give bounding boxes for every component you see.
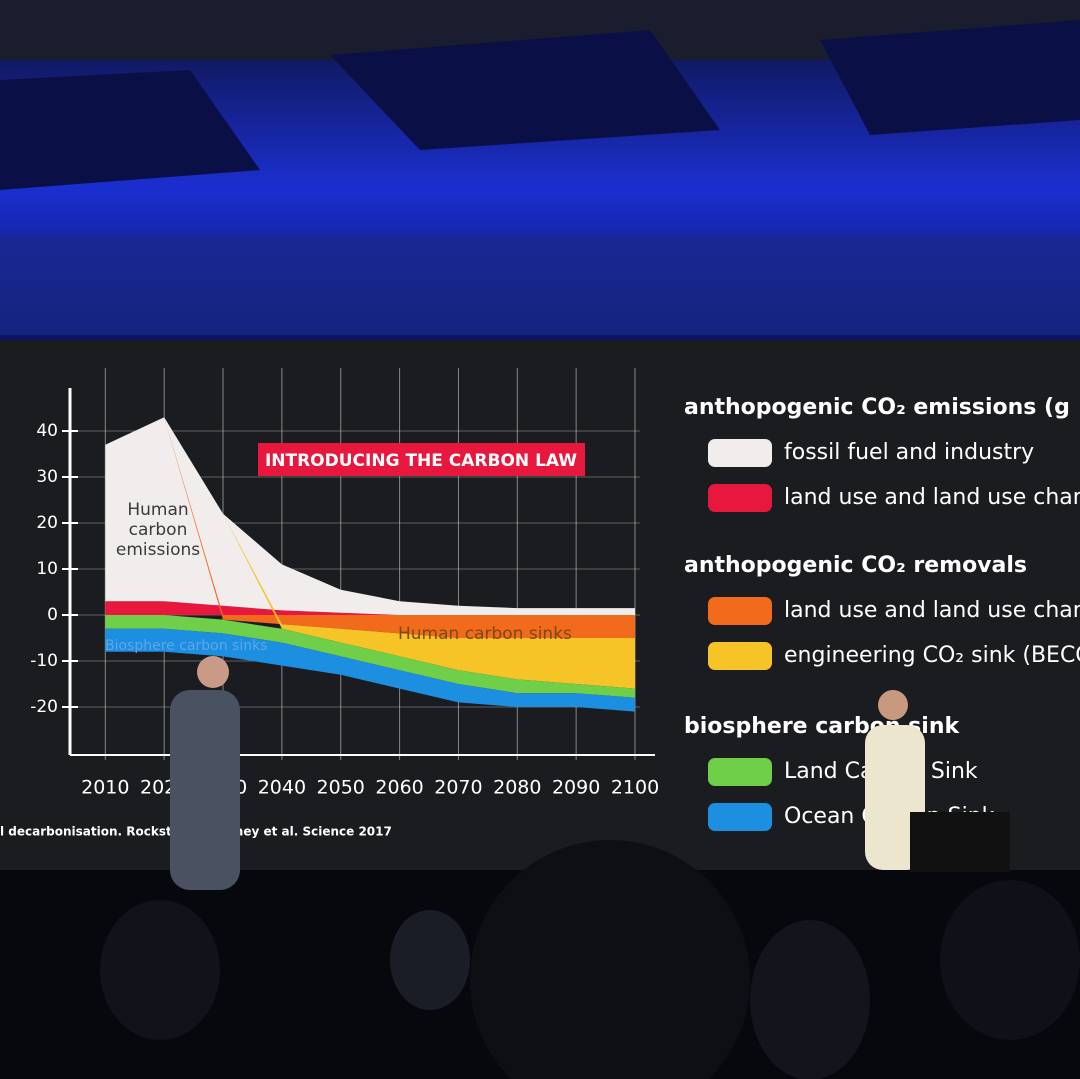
x-tick-label: 2050: [317, 777, 365, 799]
area: [105, 628, 635, 712]
legend-swatch: [708, 439, 772, 467]
area: [105, 417, 635, 638]
x-tick-label: 2090: [552, 777, 600, 799]
audience-head: [390, 910, 470, 1010]
annotation: Human carbon emissions: [115, 500, 201, 560]
title-box: [258, 443, 585, 476]
x-tick-label: 2070: [434, 777, 482, 799]
legend-swatch: [708, 803, 772, 831]
x-tick-label: 2010: [81, 777, 129, 799]
y-tick-label: -20: [30, 697, 58, 717]
audience-head: [940, 880, 1080, 1040]
legend-label: land use and land use change: [784, 598, 1080, 623]
truss: [0, 235, 1080, 335]
legend-swatch: [708, 642, 772, 670]
y-tick-label: 0: [47, 605, 58, 625]
legend-title: anthopogenic CO₂ removals: [684, 553, 1027, 578]
audience-head: [470, 840, 750, 1079]
legend-swatch: [708, 758, 772, 786]
x-tick-label: 2040: [258, 777, 306, 799]
chart-title: INTRODUCING THE CARBON LAW: [265, 451, 577, 471]
annotation: Human carbon sinks: [398, 624, 572, 644]
y-tick-label: 40: [36, 421, 58, 441]
area: [105, 601, 635, 615]
area: [105, 615, 635, 698]
y-tick-label: 30: [36, 467, 58, 487]
y-tick-label: 10: [36, 559, 58, 579]
annotation: Biosphere carbon sinks: [105, 638, 268, 654]
area: [105, 417, 635, 689]
ceiling-coffer: [0, 70, 260, 190]
x-tick-label: 2060: [375, 777, 423, 799]
y-tick-label: 20: [36, 513, 58, 533]
camera: [910, 812, 1010, 872]
legend-label: fossil fuel and industry: [784, 440, 1034, 465]
audience-head: [100, 900, 220, 1040]
x-tick-label: 2100: [611, 777, 659, 799]
legend-label: land use and land use change: [784, 485, 1080, 510]
legend-label: engineering CO₂ sink (BECCS): [784, 643, 1080, 668]
x-tick-label: 2080: [493, 777, 541, 799]
legend-swatch: [708, 484, 772, 512]
legend-title: anthopogenic CO₂ emissions (g: [684, 395, 1070, 420]
ceiling-coffer: [820, 20, 1080, 135]
audience-head: [750, 920, 870, 1079]
area: [105, 417, 635, 615]
speaker: [170, 690, 240, 890]
y-tick-label: -10: [30, 651, 58, 671]
legend-swatch: [708, 597, 772, 625]
speaker-head: [197, 656, 229, 688]
presenter-head: [878, 690, 908, 720]
ceiling-coffer: [330, 30, 720, 150]
